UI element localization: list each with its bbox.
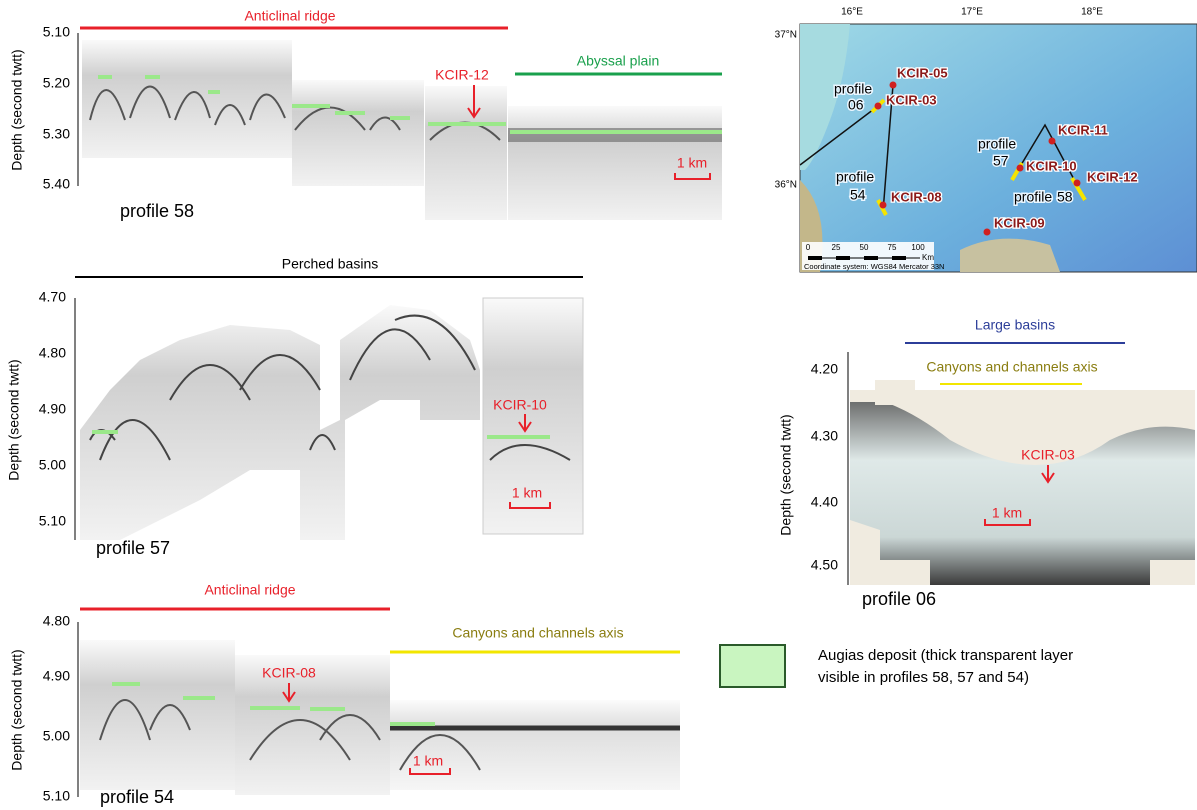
image-detail: [292, 80, 424, 186]
y-tick-label: 5.20: [43, 75, 70, 91]
core-label: KCIR-03: [1021, 447, 1075, 463]
y-tick-label: 5.10: [43, 788, 70, 804]
lat-label: 37°N: [775, 30, 797, 41]
y-axis-label: Depth (second twtt): [778, 414, 794, 535]
y-tick-label: 5.40: [43, 176, 70, 192]
header: Large basins: [975, 317, 1055, 333]
site-label: KCIR-08: [891, 189, 942, 204]
y-tick-label: 5.10: [39, 513, 66, 529]
scale-unit: Km: [922, 253, 934, 262]
y-axis-label: Depth (second twtt): [9, 49, 25, 170]
y-tick-label: 4.90: [39, 401, 66, 417]
core-label: KCIR-10: [493, 397, 547, 413]
profile-label: 54: [850, 187, 866, 203]
header: Abyssal plain: [577, 53, 660, 69]
site-label: KCIR-03: [886, 92, 937, 107]
y-tick-label: 4.40: [811, 494, 838, 510]
image-detail: [1049, 138, 1056, 145]
image-detail: [880, 202, 887, 209]
y-tick-label: 4.90: [43, 668, 70, 684]
scale-label: 1 km: [677, 155, 707, 171]
legend-text: Augias deposit (thick transparent layer: [818, 647, 1073, 664]
profile-name: profile 57: [96, 538, 170, 558]
scale-label: 1 km: [413, 753, 443, 769]
scale-label: 1 km: [512, 485, 542, 501]
profile-label: profile: [836, 169, 874, 185]
y-tick-label: 4.80: [39, 345, 66, 361]
y-tick-label: 5.30: [43, 126, 70, 142]
profile-label: profile: [834, 81, 872, 97]
image-detail: [1074, 180, 1081, 187]
header: Anticlinal ridge: [204, 582, 295, 598]
site-label: KCIR-12: [1087, 169, 1138, 184]
header: Anticlinal ridge: [244, 8, 335, 24]
header: Perched basins: [282, 256, 379, 272]
core-label: KCIR-12: [435, 67, 489, 83]
image-detail: [890, 82, 897, 89]
y-tick-label: 4.70: [39, 289, 66, 305]
profile-label: 06: [848, 97, 864, 113]
image-detail: [425, 86, 507, 220]
site-label: KCIR-09: [994, 215, 1045, 230]
profile-name: profile 54: [100, 787, 174, 807]
image-detail: [875, 103, 882, 110]
profile-06-image: [850, 380, 1195, 585]
scale-tick: 0: [806, 243, 811, 252]
y-tick-label: 4.50: [811, 557, 838, 573]
y-tick-label: 4.30: [811, 428, 838, 444]
y-tick-label: 5.00: [43, 728, 70, 744]
profile-label: profile: [1014, 189, 1052, 205]
profile-label: 58: [1057, 189, 1073, 205]
profile-name: profile 06: [862, 589, 936, 609]
scale-tick: 100: [911, 243, 925, 252]
legend-swatch: [720, 645, 785, 687]
profile-54-image: [80, 640, 680, 795]
legend-text: visible in profiles 58, 57 and 54): [818, 669, 1029, 686]
header: Canyons and channels axis: [926, 359, 1097, 375]
image-detail: [984, 229, 991, 236]
profile-57-image: [80, 298, 583, 540]
scale-tick: 25: [832, 243, 841, 252]
image-detail: [875, 380, 915, 405]
image-detail: [390, 700, 680, 790]
lat-label: 36°N: [775, 180, 797, 191]
core-label: KCIR-08: [262, 665, 316, 681]
y-tick-label: 5.10: [43, 24, 70, 40]
coordinate-note: Coordinate system: WGS84 Mercator 33N: [804, 262, 944, 271]
profile-label: profile: [978, 136, 1016, 152]
scale-label: 1 km: [992, 505, 1022, 521]
image-detail: [1017, 165, 1024, 172]
scale-tick: 50: [860, 243, 869, 252]
lon-label: 18°E: [1081, 7, 1103, 18]
y-tick-label: 5.00: [39, 457, 66, 473]
scale-tick: 75: [888, 243, 897, 252]
site-label: KCIR-05: [897, 65, 948, 80]
profile-label: 57: [993, 153, 1009, 169]
y-axis-label: Depth (second twtt): [9, 649, 25, 770]
header: Canyons and channels axis: [452, 625, 623, 641]
lon-label: 16°E: [841, 7, 863, 18]
y-tick-label: 4.20: [811, 361, 838, 377]
site-label: KCIR-10: [1026, 158, 1077, 173]
figure: Anticlinal ridge Abyssal plain KCIR-12 1…: [0, 0, 1197, 810]
lon-label: 17°E: [961, 7, 983, 18]
site-label: KCIR-11: [1058, 122, 1108, 137]
y-axis-label: Depth (second twtt): [6, 359, 22, 480]
y-tick-label: 4.80: [43, 613, 70, 629]
profile-name: profile 58: [120, 201, 194, 221]
